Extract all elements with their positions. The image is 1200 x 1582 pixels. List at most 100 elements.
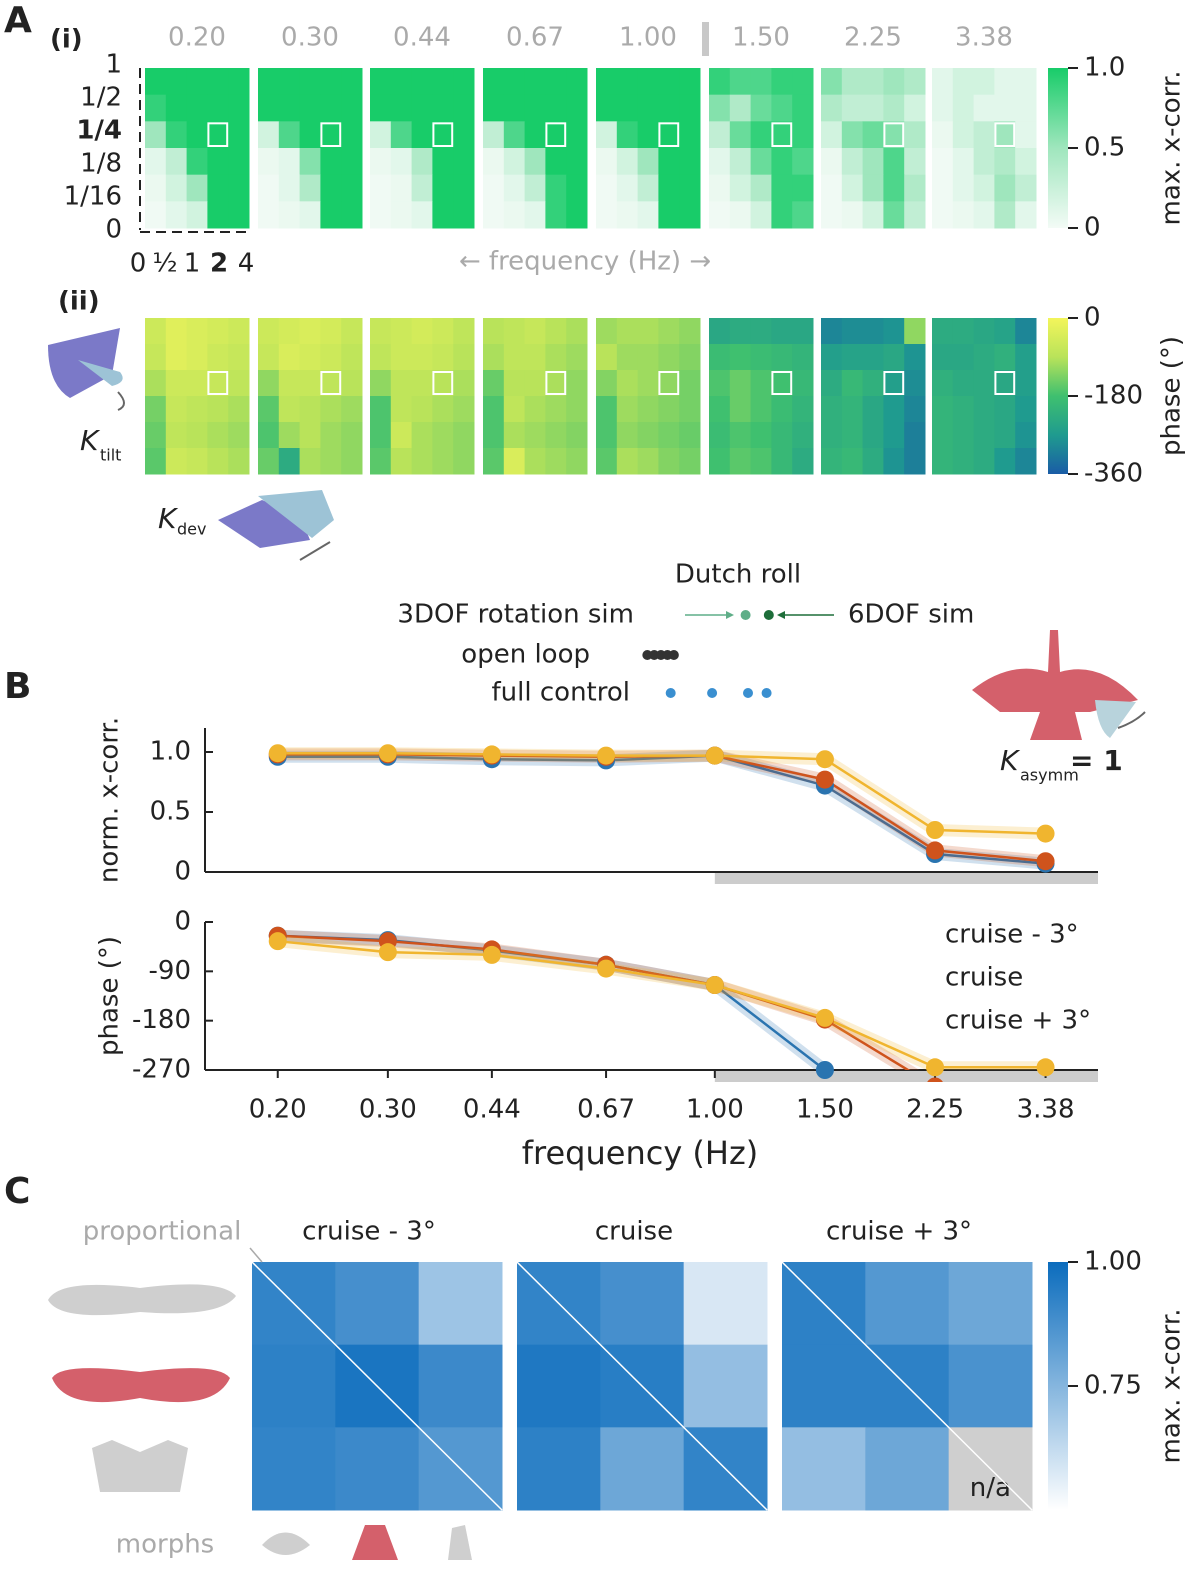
heatmap-cell [658, 68, 680, 96]
heatmap-cell [952, 396, 975, 423]
diagonal [781, 1261, 1033, 1511]
heatmap-cell [207, 94, 229, 122]
heatmap-cell [299, 174, 321, 202]
heatmap-cell [145, 94, 167, 122]
heatmap-cell [771, 318, 793, 345]
heatmap-cell [596, 318, 618, 345]
heatmap-cell [973, 422, 995, 449]
heatmap-cell [792, 344, 814, 371]
highlight-box [432, 371, 454, 395]
heatmap-cell [503, 201, 526, 229]
panel-title: 0.67 [506, 23, 564, 53]
heatmap-cell [411, 121, 433, 149]
heatmap-cell [904, 448, 926, 475]
heatmap-cell [771, 121, 793, 149]
heatmap-cell [596, 448, 618, 475]
heatmap-cell [278, 121, 301, 149]
heatmap-cell [207, 68, 229, 96]
heatmap-cell [278, 396, 301, 423]
y-tick-label: 1/16 [64, 182, 122, 212]
y-tick-label: 1/2 [80, 83, 122, 113]
heatmap-cell [545, 201, 567, 229]
legend-label: cruise [945, 963, 1023, 993]
colorbar-label: max. x-corr. [1157, 1309, 1187, 1464]
heatmap-cell [883, 448, 905, 475]
heatmap-cell [596, 68, 618, 96]
arrow-icon [299, 541, 331, 561]
heatmap-cell [729, 174, 752, 202]
heatmap-cell [545, 94, 567, 122]
heatmap-cell [841, 68, 864, 96]
marker [815, 770, 834, 789]
heatmap-cell [596, 201, 618, 229]
heatmap-cell [973, 344, 995, 371]
heatmap-cell [545, 174, 567, 202]
heatmap-cell [973, 68, 995, 96]
heatmap-cell [952, 94, 975, 122]
heatmap-cell [658, 344, 680, 371]
heatmap-cell [341, 94, 363, 122]
panel-title: cruise + 3° [826, 1217, 972, 1247]
heatmap-cell [792, 68, 814, 96]
heatmap-cell [616, 121, 639, 149]
y-tick-label: -90 [149, 956, 191, 986]
heatmap-cell [566, 422, 588, 449]
dot [642, 650, 653, 660]
marker [1036, 852, 1055, 871]
heatmap-cell [600, 1427, 685, 1511]
heatmap-cell [883, 94, 905, 122]
marker [705, 746, 724, 765]
heatmap-cell [207, 448, 229, 475]
heatmap-cell [228, 201, 250, 229]
heatmap-cell [566, 94, 588, 122]
heatmap-cell [258, 422, 280, 449]
heatmap-cell [596, 344, 618, 371]
heatmap-cell [483, 94, 505, 122]
heatmap-cell [658, 318, 680, 345]
heatmap-cell [883, 174, 905, 202]
heatmap-cell [750, 68, 772, 96]
heatmap-cell [186, 68, 208, 96]
heatmap-cell [207, 148, 229, 176]
heatmap-cell [453, 201, 475, 229]
heatmap-cell [1015, 174, 1037, 202]
heatmap-cell [1015, 448, 1037, 475]
heatmap-cell [637, 148, 659, 176]
heatmap-cell [370, 94, 392, 122]
heatmap-cell [862, 344, 884, 371]
heatmap-cell [679, 201, 701, 229]
heatmap-cell [341, 344, 363, 371]
heatmap-cell [524, 121, 546, 149]
chart-title: Dutch roll [675, 560, 801, 590]
heatmap-cell [483, 174, 505, 202]
heatmap-cell [145, 148, 167, 176]
legend-label: cruise + 3° [945, 1006, 1091, 1036]
heatmap-cell [862, 94, 884, 122]
heatmap-cell [411, 396, 433, 423]
marker [1036, 824, 1055, 843]
heatmap-cell [709, 344, 731, 371]
heatmap-cell [862, 201, 884, 229]
heatmap-cell [862, 396, 884, 423]
heatmap-cell [145, 174, 167, 202]
heatmap-cell [411, 318, 433, 345]
heatmap-cell [932, 174, 954, 202]
heatmap-cell [453, 121, 475, 149]
x-tick-label: 0.20 [249, 1095, 307, 1125]
heatmap-cell [258, 344, 280, 371]
heatmap-cell [750, 422, 772, 449]
heatmap-cell [709, 174, 731, 202]
heatmap-cell [483, 121, 505, 149]
heatmap-cell [883, 68, 905, 96]
heatmap-cell [679, 422, 701, 449]
heatmap-cell [771, 201, 793, 229]
heatmap-cell [258, 148, 280, 176]
marker [268, 932, 287, 951]
heatmap-cell [709, 370, 731, 397]
heatmap-cell [390, 201, 413, 229]
heatmap-cell [883, 148, 905, 176]
heatmap-cell [207, 396, 229, 423]
heatmap-cell [994, 148, 1016, 176]
x-tick-label: 1.00 [686, 1095, 744, 1125]
heatmap-cell [299, 201, 321, 229]
